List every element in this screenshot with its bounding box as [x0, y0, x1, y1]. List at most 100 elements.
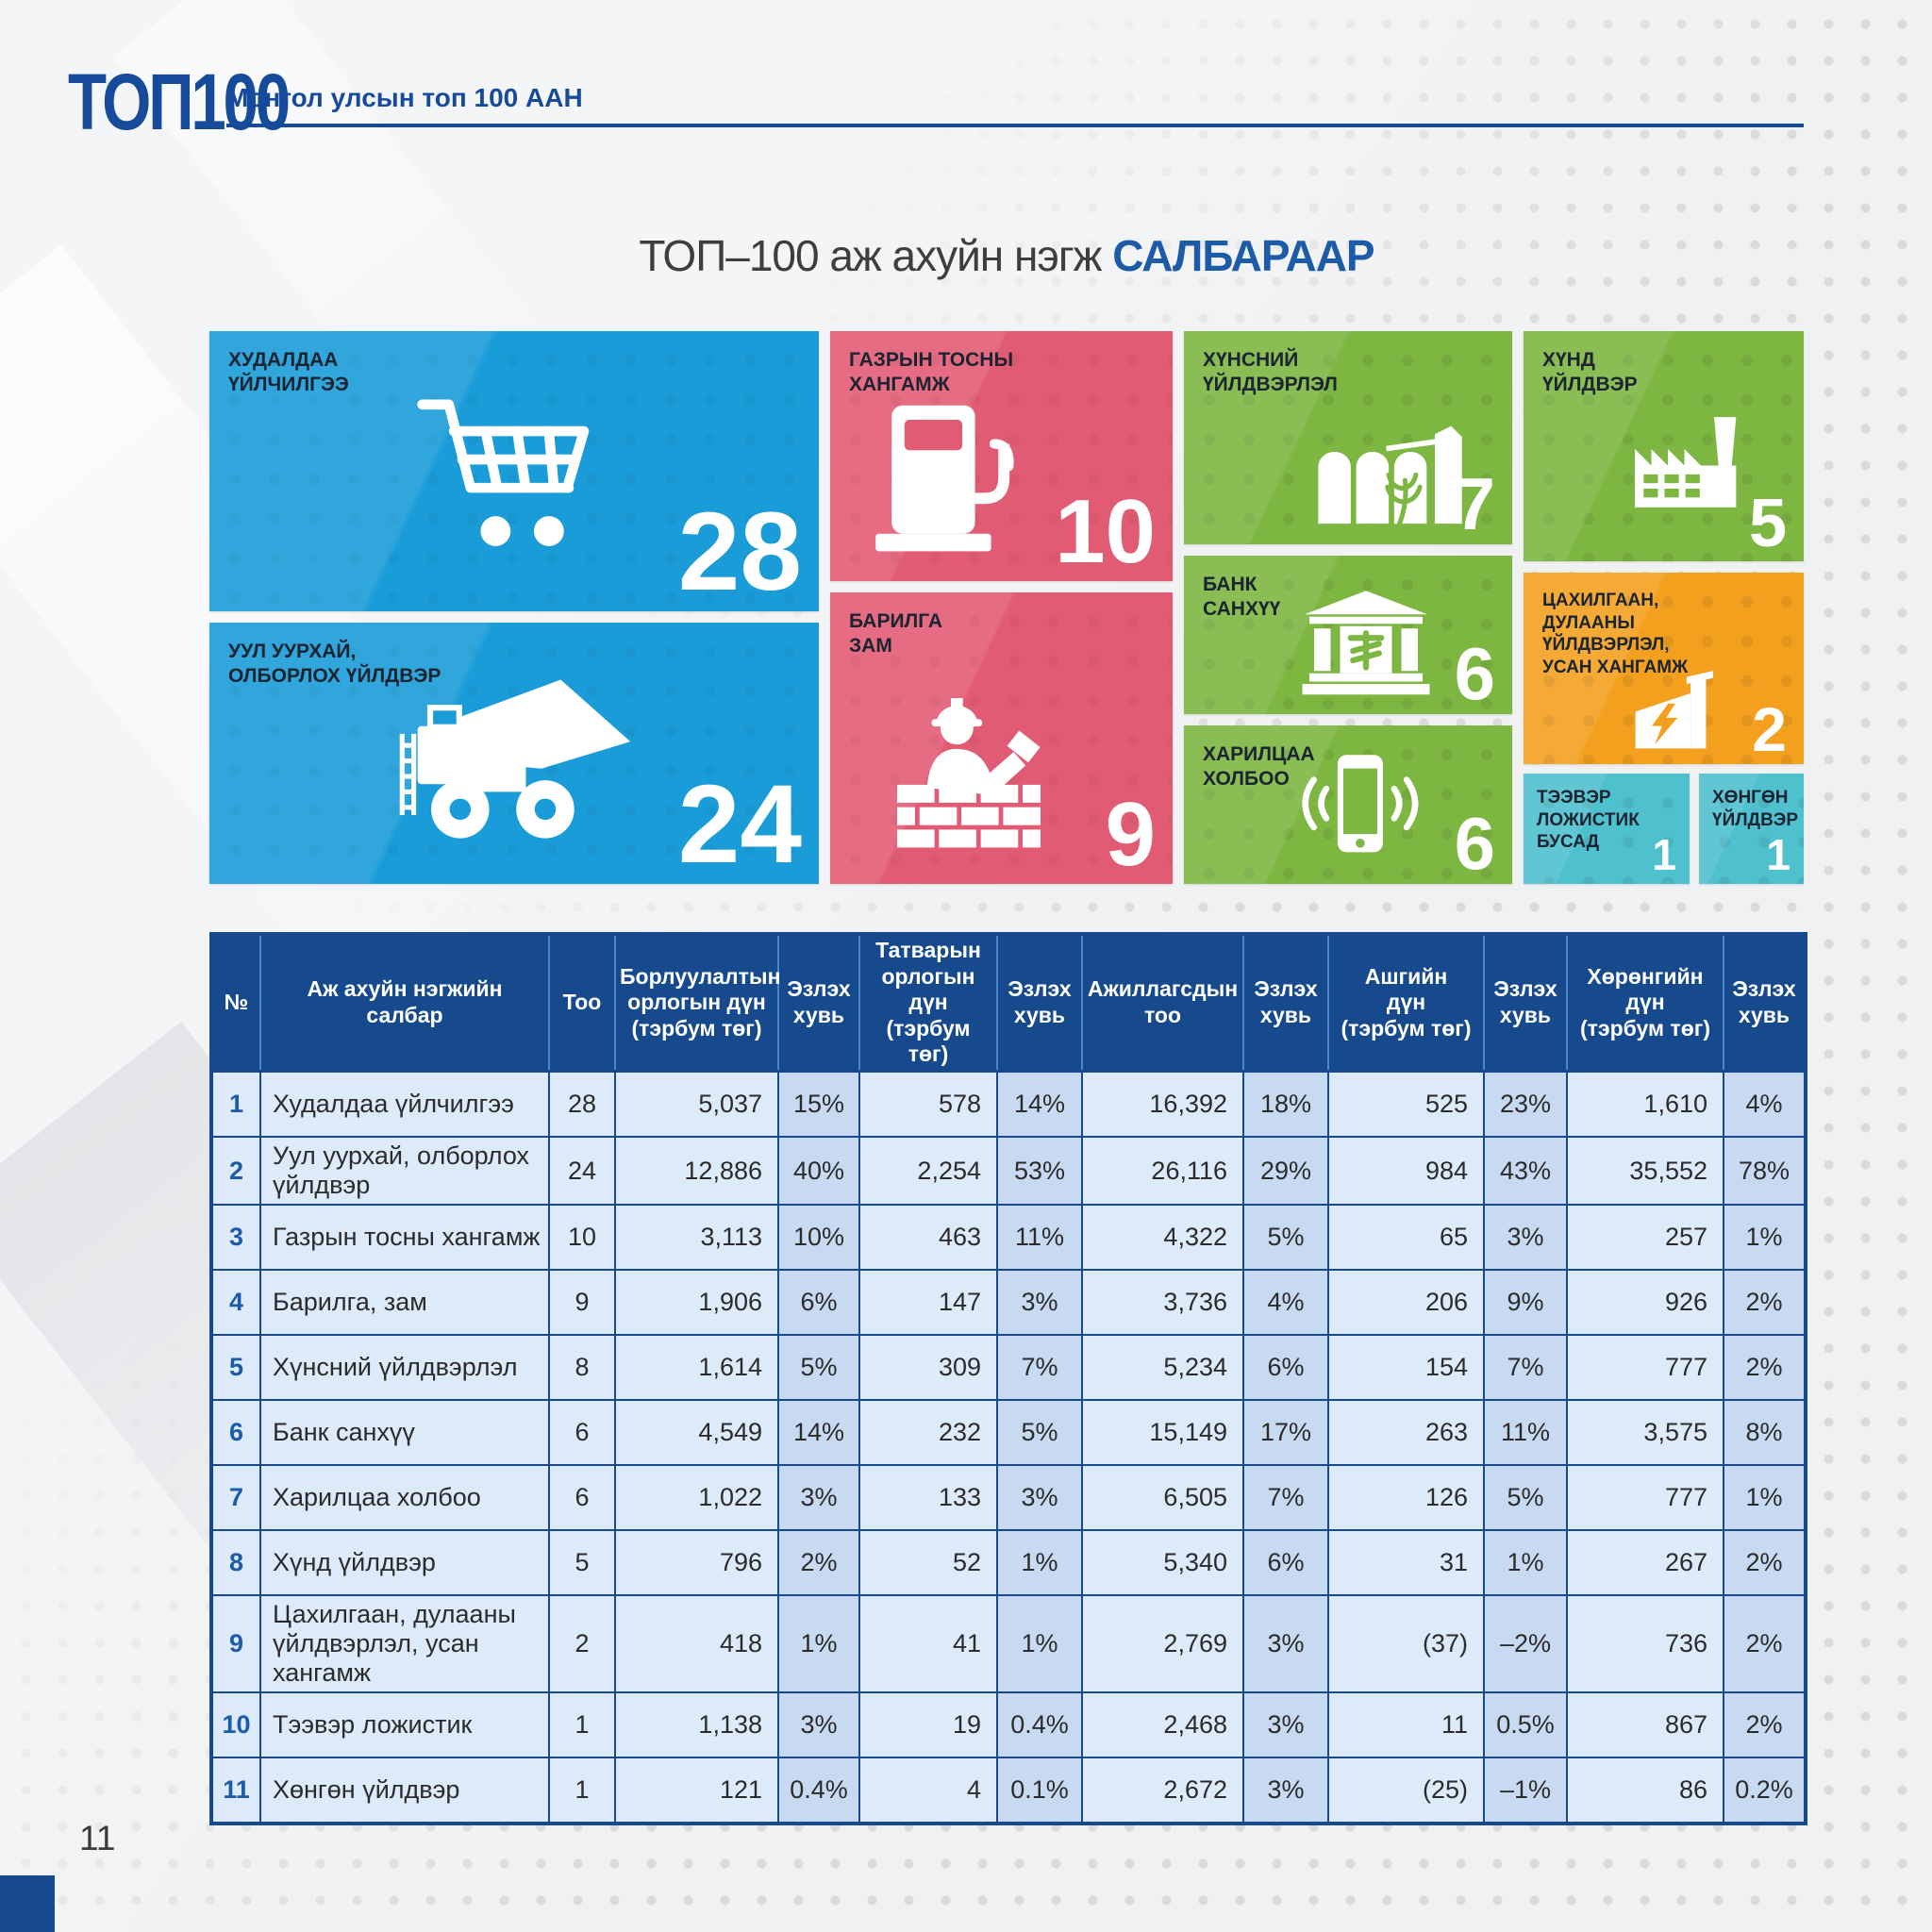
sales-revenue: 121: [614, 1757, 779, 1825]
tax-share: 5%: [996, 1399, 1083, 1467]
col-header-assets: Хөрөнгийн дүн (тэрбум төг): [1567, 934, 1724, 1073]
corner-square: [0, 1875, 55, 1932]
asset-share: 2%: [1723, 1529, 1807, 1597]
profit-amount: 31: [1327, 1529, 1485, 1597]
sales-share: 0.4%: [777, 1757, 860, 1825]
row-number: 1: [210, 1070, 261, 1138]
sector-name: Хөнгөн үйлдвэр: [259, 1757, 550, 1825]
col-header-profit: Ашгийн дүн (тэрбум төг): [1328, 934, 1485, 1073]
page-title-plain: ТОП–100 аж ахуйн нэгж: [639, 231, 1113, 280]
profit-share: 11%: [1483, 1399, 1568, 1467]
tile-construction-roads: БАРИЛГА ЗАМ 9: [830, 592, 1173, 884]
tax-revenue: 41: [858, 1594, 998, 1694]
sales-revenue: 418: [614, 1594, 779, 1694]
company-count: 28: [548, 1070, 616, 1138]
asset-amount: 867: [1566, 1691, 1724, 1759]
table-row: 6 Банк санхүү 6 4,549 14% 232 5% 15,149 …: [210, 1399, 1807, 1467]
profit-share: 7%: [1483, 1334, 1568, 1402]
tile-telecommunications: ХАРИЛЦАА ХОЛБОО 6: [1184, 725, 1512, 884]
asset-amount: 1,610: [1566, 1070, 1724, 1138]
employee-share: 6%: [1242, 1334, 1329, 1402]
sector-name: Харилцаа холбоо: [259, 1464, 550, 1532]
employee-share: 18%: [1242, 1070, 1329, 1138]
bank-building-icon: [1302, 591, 1430, 695]
asset-share: 78%: [1723, 1135, 1807, 1207]
fuel-pump-icon: [875, 405, 1014, 552]
tile-count: 1: [1766, 830, 1790, 879]
employee-share: 7%: [1242, 1464, 1329, 1532]
tax-share: 3%: [996, 1269, 1083, 1337]
employee-share: 29%: [1242, 1135, 1329, 1207]
sector-name: Барилга, зам: [259, 1269, 550, 1337]
company-count: 1: [548, 1691, 616, 1759]
sales-revenue: 1,614: [614, 1334, 779, 1402]
row-number: 5: [210, 1334, 261, 1402]
page-title: ТОП–100 аж ахуйн нэгж САЛБАРААР: [639, 230, 1374, 281]
tax-share: 0.1%: [996, 1757, 1083, 1825]
row-number: 4: [210, 1269, 261, 1337]
table-row: 7 Харилцаа холбоо 6 1,022 3% 133 3% 6,50…: [210, 1464, 1807, 1532]
tax-share: 14%: [996, 1070, 1083, 1138]
asset-amount: 3,575: [1566, 1399, 1724, 1467]
tile-count: 5: [1748, 486, 1787, 561]
table-row: 10 Тээвэр ложистик 1 1,138 3% 19 0.4% 2,…: [210, 1691, 1807, 1759]
asset-amount: 86: [1566, 1757, 1724, 1825]
tile-label: ЦАХИЛГААН, ДУЛААНЫ ҮЙЛДВЭРЛЭЛ, УСАН ХАНГ…: [1542, 591, 1689, 677]
employee-count: 2,672: [1081, 1757, 1244, 1825]
tax-revenue: 578: [858, 1070, 998, 1138]
asset-share: 2%: [1723, 1269, 1807, 1337]
employee-count: 3,736: [1081, 1269, 1244, 1337]
profit-share: 23%: [1483, 1070, 1568, 1138]
tile-count: 6: [1454, 632, 1495, 714]
employee-count: 15,149: [1081, 1399, 1244, 1467]
employee-share: 3%: [1242, 1691, 1329, 1759]
table-row: 5 Хүнсний үйлдвэрлэл 8 1,614 5% 309 7% 5…: [210, 1334, 1807, 1402]
profit-amount: (25): [1327, 1757, 1485, 1825]
sector-name: Газрын тосны хангамж: [259, 1204, 550, 1272]
employee-count: 16,392: [1081, 1070, 1244, 1138]
sales-share: 10%: [777, 1204, 860, 1272]
tile-label: ГАЗРЫН ТОСНЫ ХАНГАМЖ: [849, 349, 1013, 396]
company-count: 2: [548, 1594, 616, 1694]
sector-name: Банк санхүү: [259, 1399, 550, 1467]
tax-share: 0.4%: [996, 1691, 1083, 1759]
table-row: 9 Цахилгаан, дулааны үйлдвэрлэл, усан ха…: [210, 1594, 1807, 1694]
col-header-share: Эзлэх хувь: [778, 934, 860, 1073]
tile-heavy-industry: ХҮНД ҮЙЛДВЭР 5: [1524, 331, 1804, 561]
tile-count: 2: [1752, 694, 1787, 764]
grain-silo-icon: [1318, 425, 1462, 526]
employee-share: 6%: [1242, 1529, 1329, 1597]
tile-label: ХАРИЛЦАА ХОЛБОО: [1203, 743, 1315, 791]
tile-label: ХӨНГӨН ҮЙЛДВЭР: [1712, 788, 1799, 830]
header-rule: [226, 124, 1804, 127]
company-count: 1: [548, 1757, 616, 1825]
profit-amount: (37): [1327, 1594, 1485, 1694]
tax-revenue: 4: [858, 1757, 998, 1825]
row-number: 10: [210, 1691, 261, 1759]
sales-revenue: 5,037: [614, 1070, 779, 1138]
sales-share: 2%: [777, 1529, 860, 1597]
sales-share: 40%: [777, 1135, 860, 1207]
asset-share: 0.2%: [1723, 1757, 1807, 1825]
employee-count: 6,505: [1081, 1464, 1244, 1532]
brand-logo: ТОП100: [68, 58, 291, 146]
asset-amount: 777: [1566, 1464, 1724, 1532]
tile-label: БАНК САНХҮҮ: [1203, 574, 1281, 621]
row-number: 6: [210, 1399, 261, 1467]
sector-name: Тээвэр ложистик: [259, 1691, 550, 1759]
tax-revenue: 147: [858, 1269, 998, 1337]
tile-transport-logistics: ТЭЭВЭР ЛОЖИСТИК БУСАД 1: [1524, 774, 1690, 884]
header-subtitle: Монгол улсын топ 100 ААН: [226, 83, 583, 112]
sales-share: 1%: [777, 1594, 860, 1694]
tile-label: ХУДАЛДАА ҮЙЛЧИЛГЭЭ: [228, 349, 349, 396]
sales-revenue: 1,906: [614, 1269, 779, 1337]
mobile-phone-icon: [1302, 755, 1419, 853]
table-row: 2 Уул уурхай, олборлох үйлдвэр 24 12,886…: [210, 1135, 1807, 1207]
profit-share: 1%: [1483, 1529, 1568, 1597]
sector-tile-grid: ХУДАЛДАА ҮЙЛЧИЛГЭЭ 28 УУЛ УУРХАЙ, ОЛБОРЛ…: [209, 331, 1804, 884]
sales-share: 15%: [777, 1070, 860, 1138]
tile-count: 6: [1454, 802, 1495, 884]
col-header-share: Эзлэх хувь: [997, 934, 1083, 1073]
page-number: 11: [79, 1819, 116, 1857]
